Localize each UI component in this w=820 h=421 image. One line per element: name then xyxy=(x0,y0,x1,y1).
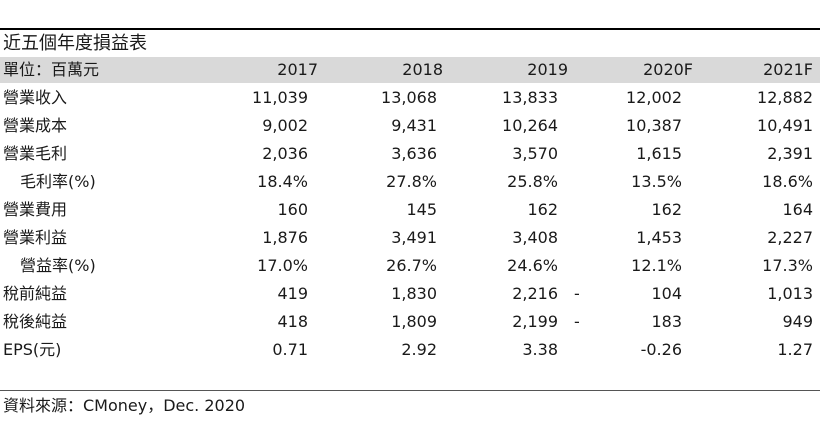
table-cell: 183 xyxy=(651,312,682,331)
table-cell: 9,431 xyxy=(391,116,437,135)
table-cell: 13,833 xyxy=(502,88,558,107)
table-cell: 162 xyxy=(527,200,558,219)
table-cell: 1,615 xyxy=(636,144,682,163)
row-label: 稅後純益 xyxy=(3,312,68,331)
table-cell: 3,636 xyxy=(391,144,437,163)
table-cell: 24.6% xyxy=(507,256,558,275)
table-cell: 3.38 xyxy=(522,340,558,359)
table-cell: 1,013 xyxy=(767,284,813,303)
table-cell: 17.3% xyxy=(762,256,813,275)
bottom-rule xyxy=(0,390,820,391)
table-title: 近五個年度損益表 xyxy=(3,33,147,54)
table-cell: 2,199 xyxy=(512,312,558,331)
row-label: 毛利率(%) xyxy=(20,172,96,191)
table-cell: 3,408 xyxy=(512,228,558,247)
table-cell: 12.1% xyxy=(631,256,682,275)
year-header: 2019 xyxy=(527,60,568,79)
table-cell: 949 xyxy=(782,312,813,331)
table-cell: 2,216 xyxy=(512,284,558,303)
year-header: 2018 xyxy=(402,60,443,79)
table-cell: 27.8% xyxy=(386,172,437,191)
year-header: 2021F xyxy=(763,60,813,79)
table-cell: 3,491 xyxy=(391,228,437,247)
row-marker: - xyxy=(574,312,580,331)
row-label: 營業費用 xyxy=(3,200,68,219)
table-cell: 418 xyxy=(277,312,308,331)
table-cell: 1,876 xyxy=(262,228,308,247)
table-cell: -0.26 xyxy=(640,340,682,359)
table-cell: 25.8% xyxy=(507,172,558,191)
table-cell: 10,491 xyxy=(757,116,813,135)
table-cell: 1.27 xyxy=(777,340,813,359)
table-cell: 1,809 xyxy=(391,312,437,331)
table-cell: 13,068 xyxy=(381,88,437,107)
row-label: 營業收入 xyxy=(3,88,68,107)
table-cell: 104 xyxy=(651,284,682,303)
table-cell: 3,570 xyxy=(512,144,558,163)
table-cell: 18.6% xyxy=(762,172,813,191)
row-label: EPS(元) xyxy=(3,340,62,359)
source-note: 資料來源：CMoney，Dec. 2020 xyxy=(3,396,246,415)
table-cell: 2,391 xyxy=(767,144,813,163)
table-cell: 2,036 xyxy=(262,144,308,163)
table-cell: 12,882 xyxy=(757,88,813,107)
unit-label: 單位：百萬元 xyxy=(3,60,100,79)
row-label: 營業毛利 xyxy=(3,144,68,163)
table-cell: 419 xyxy=(277,284,308,303)
table-cell: 10,264 xyxy=(502,116,558,135)
table-cell: 164 xyxy=(782,200,813,219)
table-cell: 18.4% xyxy=(257,172,308,191)
row-label: 營業利益 xyxy=(3,228,68,247)
row-marker: - xyxy=(574,284,580,303)
year-header: 2017 xyxy=(277,60,318,79)
row-label: 營業成本 xyxy=(3,116,68,135)
table-cell: 2,227 xyxy=(767,228,813,247)
row-label: 稅前純益 xyxy=(3,284,68,303)
table-header: 單位：百萬元 2017 2018 2019 2020F 2021F xyxy=(0,57,820,83)
year-header: 2020F xyxy=(643,60,693,79)
table-cell: 0.71 xyxy=(272,340,308,359)
table-cell: 160 xyxy=(277,200,308,219)
table-cell: 10,387 xyxy=(626,116,682,135)
table-cell: 1,453 xyxy=(636,228,682,247)
table-cell: 11,039 xyxy=(252,88,308,107)
row-label: 營益率(%) xyxy=(20,256,96,275)
table-cell: 26.7% xyxy=(386,256,437,275)
table-cell: 12,002 xyxy=(626,88,682,107)
table-cell: 9,002 xyxy=(262,116,308,135)
table-cell: 2.92 xyxy=(401,340,437,359)
table-cell: 1,830 xyxy=(391,284,437,303)
table-cell: 13.5% xyxy=(631,172,682,191)
table-cell: 17.0% xyxy=(257,256,308,275)
table-cell: 162 xyxy=(651,200,682,219)
table-cell: 145 xyxy=(406,200,437,219)
top-rule xyxy=(0,28,820,30)
